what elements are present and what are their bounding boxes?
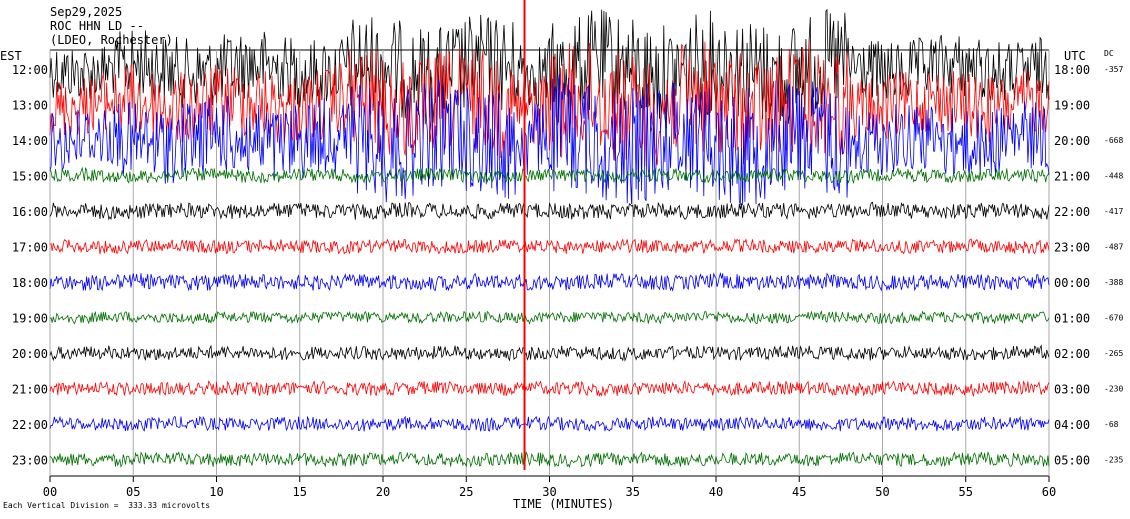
trace-row-14:00 (49, 74, 1050, 206)
est-time-label: 16:00 (12, 205, 48, 219)
utc-time-label: 00:00 (1054, 276, 1090, 290)
est-time-label: 12:00 (12, 63, 48, 77)
dc-offset-label: -68 (1104, 420, 1119, 429)
x-tick-label: 30 (542, 485, 556, 499)
utc-time-label: 03:00 (1054, 383, 1090, 397)
trace-row-21:00 (49, 380, 1050, 397)
right-axis-title: UTC (1064, 49, 1086, 63)
trace-row-18:00 (49, 271, 1050, 292)
dc-offset-label: -235 (1104, 456, 1123, 465)
trace-row-13:00 (49, 41, 1050, 167)
x-tick-label: 45 (792, 485, 806, 499)
dc-offset-label: -417 (1104, 207, 1123, 216)
x-tick-label: 15 (293, 485, 307, 499)
utc-time-label: 23:00 (1054, 241, 1090, 255)
dc-offset-label: -388 (1104, 278, 1123, 287)
x-tick-label: 60 (1042, 485, 1056, 499)
est-time-label: 20:00 (12, 347, 48, 361)
trace-row-20:00 (49, 344, 1050, 362)
est-time-label: 23:00 (12, 454, 48, 468)
x-tick-label: 55 (959, 485, 973, 499)
est-time-label: 17:00 (12, 241, 48, 255)
utc-time-label: 21:00 (1054, 170, 1090, 184)
est-time-label: 13:00 (12, 99, 48, 113)
dc-offset-label: -265 (1104, 349, 1123, 358)
dc-offset-label: -668 (1104, 136, 1123, 145)
chart-date: Sep29,2025 (50, 5, 123, 19)
est-time-label: 21:00 (12, 383, 48, 397)
utc-time-label: 22:00 (1054, 205, 1090, 219)
x-axis-label: TIME (MINUTES) (513, 497, 615, 511)
est-time-label: 19:00 (12, 312, 48, 326)
utc-time-label: 05:00 (1054, 454, 1090, 468)
trace-row-17:00 (49, 238, 1050, 255)
trace-row-15:00 (49, 166, 1050, 185)
x-tick-label: 40 (709, 485, 723, 499)
utc-time-label: 20:00 (1054, 134, 1090, 148)
x-tick-label: 10 (209, 485, 223, 499)
utc-time-label: 18:00 (1054, 63, 1090, 77)
chart-location: (LDEO, Rochester) (50, 33, 173, 47)
dc-offset-label: -357 (1104, 65, 1123, 74)
est-time-label: 18:00 (12, 276, 48, 290)
left-axis-title: EST (0, 49, 22, 63)
est-time-label: 22:00 (12, 418, 48, 432)
scale-note: Each Vertical Division = 333.33 microvol… (3, 501, 211, 510)
dc-offset-label: -230 (1104, 385, 1123, 394)
x-tick-label: 05 (126, 485, 140, 499)
est-time-label: 14:00 (12, 134, 48, 148)
est-time-label: 15:00 (12, 170, 48, 184)
x-tick-label: 25 (459, 485, 473, 499)
x-tick-label: 35 (626, 485, 640, 499)
trace-row-19:00 (49, 309, 1050, 325)
utc-time-label: 04:00 (1054, 418, 1090, 432)
dc-title: DC (1104, 49, 1114, 58)
trace-row-16:00 (49, 201, 1050, 221)
trace-row-23:00 (49, 451, 1050, 469)
chart-station: ROC HHN LD -- (50, 19, 144, 33)
utc-time-label: 01:00 (1054, 312, 1090, 326)
x-tick-label: 20 (376, 485, 390, 499)
dc-offset-label: -670 (1104, 314, 1123, 323)
dc-offset-label: -448 (1104, 172, 1123, 181)
dc-offset-label: -487 (1104, 243, 1123, 252)
utc-time-label: 19:00 (1054, 99, 1090, 113)
utc-time-label: 02:00 (1054, 347, 1090, 361)
x-tick-label: 00 (43, 485, 57, 499)
x-tick-label: 50 (875, 485, 889, 499)
trace-row-22:00 (49, 415, 1050, 432)
